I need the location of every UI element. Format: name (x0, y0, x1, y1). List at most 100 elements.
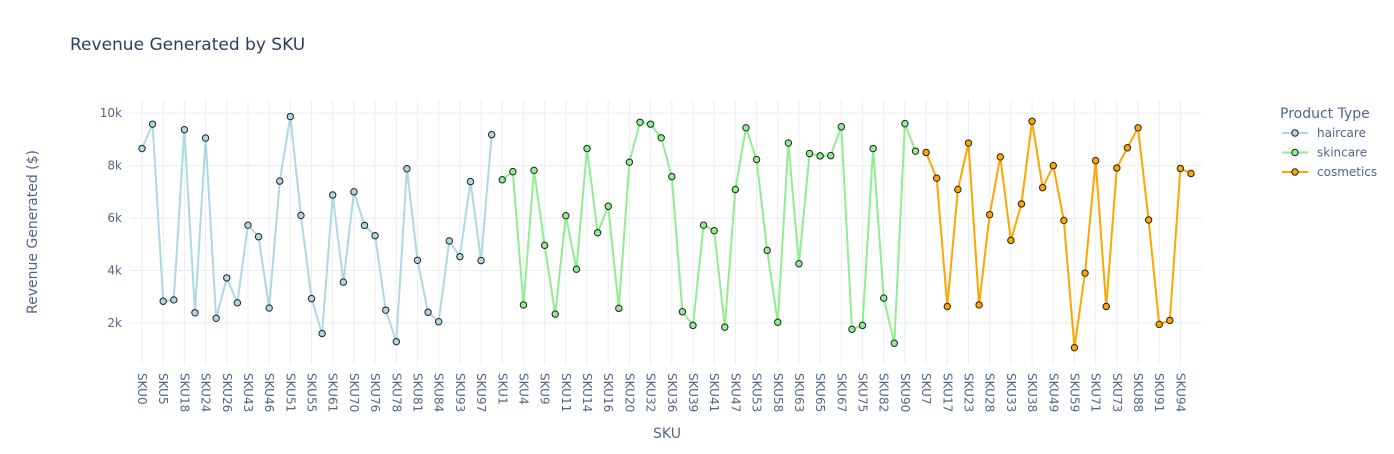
data-point (201, 134, 210, 142)
x-tick-label: SKU46 (262, 373, 276, 412)
x-tick-label: SKU24 (199, 373, 213, 412)
x-tick-label: SKU78 (389, 373, 403, 412)
x-tick-label: SKU11 (559, 373, 573, 412)
x-tick-label: SKU41 (707, 373, 721, 412)
data-point (880, 294, 888, 302)
series-line (141, 116, 493, 342)
data-point (890, 339, 899, 347)
x-tick-label: SKU63 (792, 373, 806, 412)
data-point (382, 306, 390, 314)
data-point (1017, 200, 1026, 208)
x-tick-label: SKU32 (644, 373, 658, 412)
data-point (858, 321, 867, 330)
data-point (1060, 216, 1068, 225)
data-point (1123, 144, 1132, 152)
x-tick-label: SKU58 (771, 373, 785, 412)
y-tick-label: 2k (107, 316, 122, 330)
x-tick-label: SKU75 (856, 373, 870, 412)
data-point (996, 153, 1004, 161)
data-point (943, 302, 951, 311)
data-point (657, 134, 665, 142)
data-point (477, 256, 485, 265)
data-point (593, 229, 602, 237)
legend-label: haircare (1317, 126, 1366, 140)
x-tick-label: SKU4 (516, 373, 530, 405)
x-tick-label: SKU65 (813, 373, 827, 412)
x-tick-label: SKU94 (1173, 373, 1187, 412)
series-line (925, 121, 1192, 348)
x-tick-label: SKU93 (453, 373, 467, 412)
x-tick-label: SKU91 (1152, 373, 1166, 412)
data-point (159, 297, 167, 305)
data-point (1091, 156, 1100, 165)
data-point (869, 144, 877, 153)
data-point (911, 147, 920, 155)
data-point (827, 151, 835, 160)
data-point (742, 124, 750, 132)
data-point (668, 172, 676, 181)
data-point (1144, 216, 1153, 224)
x-tick-label: SKU36 (665, 373, 679, 412)
data-point (223, 274, 231, 282)
data-point (540, 241, 549, 250)
data-point (1166, 316, 1174, 325)
data-point (276, 177, 284, 185)
data-point (530, 166, 538, 175)
data-point (1038, 183, 1047, 192)
data-point (562, 212, 570, 220)
y-axis-title: Revenue Generated ($) (25, 150, 41, 314)
y-tick-label: 10k (100, 106, 122, 120)
x-tick-label: SKU1 (495, 373, 509, 405)
data-point (816, 152, 824, 160)
x-tick-label: SKU39 (686, 373, 700, 412)
legend-label: cosmetics (1317, 165, 1377, 179)
data-point (763, 246, 771, 255)
data-point (286, 112, 295, 121)
data-point (774, 318, 782, 326)
x-tick-label: SKU38 (1025, 373, 1039, 412)
x-tick-label: SKU18 (177, 373, 191, 412)
legend-label: skincare (1317, 146, 1367, 160)
data-point (1176, 164, 1185, 173)
data-point (180, 125, 189, 134)
x-tick-label: SKU90 (898, 373, 912, 412)
chart-title: Revenue Generated by SKU (70, 35, 305, 55)
data-point (350, 188, 358, 196)
x-tick-label: SKU43 (241, 373, 255, 412)
x-tick-label: SKU28 (983, 373, 997, 412)
x-tick-label: SKU53 (750, 373, 764, 412)
data-point (752, 155, 761, 164)
data-point (646, 120, 655, 128)
x-tick-label: SKU97 (474, 373, 488, 412)
data-point (509, 167, 517, 176)
data-point (689, 321, 697, 330)
data-point (339, 278, 348, 286)
data-point (954, 185, 962, 194)
data-point (625, 158, 634, 166)
data-point (1049, 161, 1057, 170)
x-tick-label: SKU55 (305, 373, 319, 412)
data-point (710, 226, 718, 235)
data-point (297, 211, 305, 220)
x-tick-label: SKU49 (1046, 373, 1060, 412)
legend-marker (1291, 129, 1299, 137)
x-tick-label: SKU16 (601, 373, 615, 412)
x-tick-label: SKU0 (135, 373, 149, 405)
data-point (138, 144, 146, 153)
x-tick-label: SKU88 (1131, 373, 1145, 412)
data-point (1187, 169, 1195, 178)
data-point (445, 237, 453, 245)
data-point (795, 260, 803, 268)
data-point (1070, 343, 1079, 352)
x-axis-title: SKU (653, 426, 681, 442)
x-tick-label: SKU14 (580, 373, 594, 412)
data-point (901, 119, 909, 128)
data-point (1113, 164, 1121, 172)
data-point (424, 308, 432, 316)
data-point (360, 221, 369, 230)
x-tick-label: SKU76 (368, 373, 382, 412)
data-point (307, 294, 316, 303)
x-tick-label: SKU7 (919, 373, 933, 405)
